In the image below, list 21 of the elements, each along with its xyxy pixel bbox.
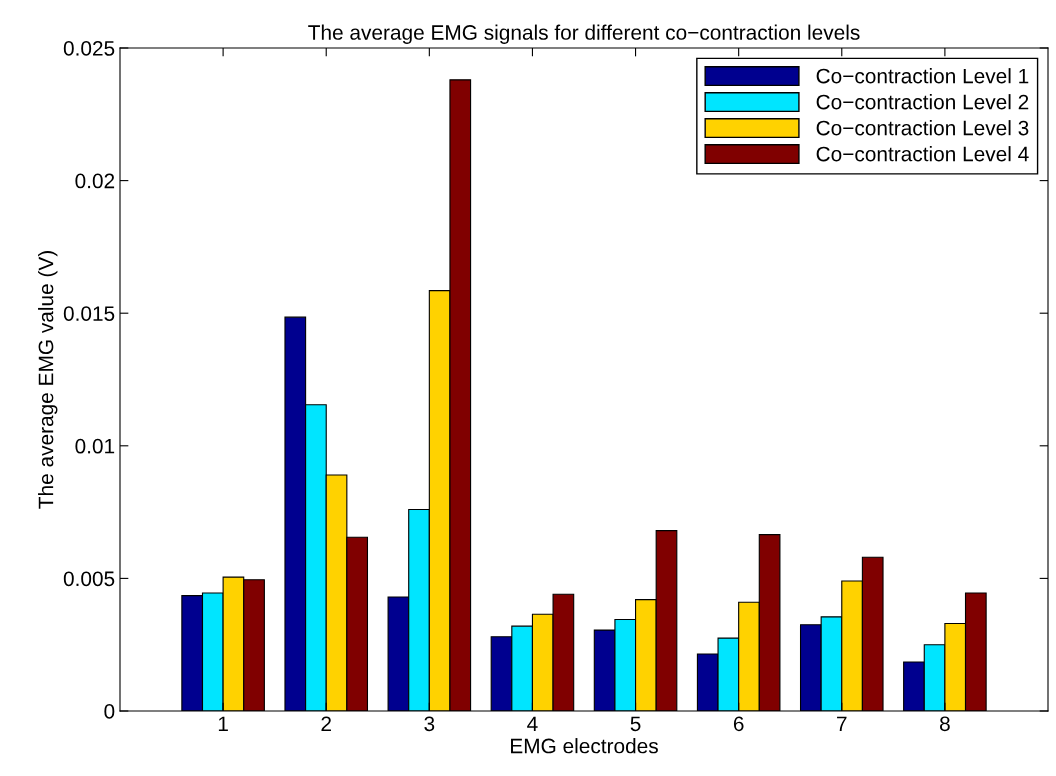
x-tick-label: 7 [837, 716, 847, 731]
y-tick-label: 0.005 [63, 571, 115, 587]
x-tick-label: 6 [733, 716, 744, 732]
x-tick-label: 8 [940, 716, 950, 732]
x-axis-title: EMG electrodes [511, 738, 658, 754]
x-tick-label: 3 [424, 716, 435, 732]
x-tick-label: 5 [630, 716, 641, 732]
y-tick-label: 0.02 [75, 173, 115, 189]
y-tick-label: 0.015 [63, 306, 115, 321]
x-tick-label: 4 [527, 716, 538, 731]
y-tick-label: 0.025 [63, 41, 115, 56]
x-tick-label: 2 [321, 716, 331, 731]
y-tick-label: 0 [104, 704, 115, 719]
legend-label: Co−contraction Level 4 [816, 146, 1029, 162]
legend-label: Co−contraction Level 2 [816, 94, 1029, 110]
y-tick-label: 0.01 [75, 438, 115, 454]
y-axis-title: The average EMG value (V) [38, 251, 58, 509]
x-tick-label: 1 [218, 716, 228, 731]
chart-title: The average EMG signals for different co−contraction levels [308, 24, 860, 44]
legend-label: Co−contraction Level 1 [816, 68, 1029, 84]
legend-label: Co−contraction Level 3 [816, 120, 1029, 136]
